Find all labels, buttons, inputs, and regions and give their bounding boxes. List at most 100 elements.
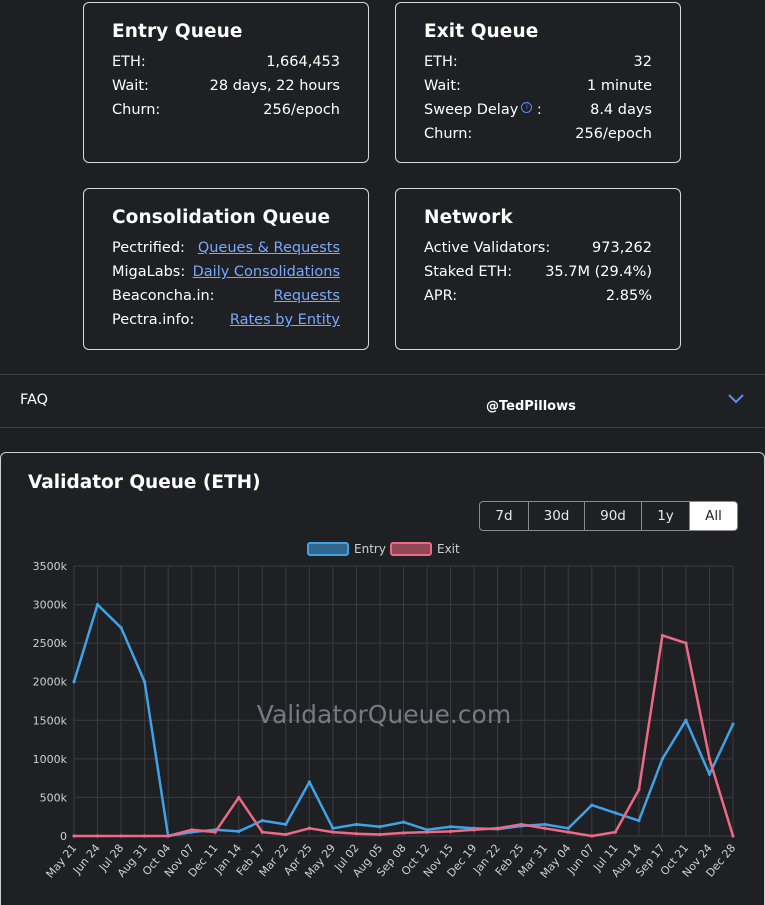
- data-point-entry: [425, 828, 429, 832]
- data-point-entry: [331, 826, 335, 830]
- staked-eth-row: Staked ETH: 35.7M (29.4%): [424, 260, 652, 284]
- active-validators-value: 973,262: [592, 240, 652, 256]
- exit-wait-row: Wait: 1 minute: [424, 74, 652, 98]
- staked-eth-value: 35.7M (29.4%): [545, 264, 652, 280]
- consolidation-queue-title: Consolidation Queue: [112, 207, 331, 228]
- data-point-entry: [95, 602, 100, 607]
- staked-eth-label: Staked ETH:: [424, 264, 513, 280]
- exit-queue-title: Exit Queue: [424, 21, 539, 42]
- data-point-exit: [143, 834, 147, 838]
- network-card: Network Active Validators: 973,262 Stake…: [395, 188, 681, 350]
- range-90d-button[interactable]: 90d: [585, 502, 642, 530]
- legend-swatch-entry: [307, 542, 349, 556]
- y-tick-label: 3000k: [33, 599, 68, 612]
- data-point-entry: [401, 820, 406, 824]
- range-1y-button[interactable]: 1y: [642, 502, 690, 530]
- data-point-exit: [72, 834, 76, 838]
- data-point-exit: [707, 757, 712, 761]
- data-point-exit: [543, 826, 547, 830]
- chart-watermark: ValidatorQueue.com: [257, 700, 511, 729]
- apr-row: APR: 2.85%: [424, 284, 652, 308]
- data-point-entry: [237, 829, 241, 833]
- data-point-entry: [260, 818, 264, 823]
- data-point-exit: [119, 834, 123, 838]
- data-point-exit: [401, 831, 406, 835]
- consolidation-source-label: MigaLabs:: [112, 264, 186, 280]
- data-point-entry: [448, 825, 453, 829]
- data-point-entry: [307, 780, 311, 784]
- data-point-exit: [472, 828, 476, 832]
- data-point-entry: [613, 811, 617, 815]
- info-icon[interactable]: i: [521, 102, 533, 113]
- data-point-entry: [378, 825, 382, 829]
- active-validators-row: Active Validators: 973,262: [424, 236, 652, 260]
- data-point-entry: [543, 822, 547, 827]
- faq-label: FAQ: [20, 392, 49, 408]
- consolidation-source-label: Pectrified:: [112, 240, 185, 256]
- rates-by-entity-link[interactable]: Rates by Entity: [229, 312, 340, 328]
- apr-label: APR:: [424, 288, 458, 304]
- entry-churn-row: Churn: 256/epoch: [112, 98, 340, 122]
- queues-requests-link[interactable]: Queues & Requests: [197, 240, 340, 256]
- data-point-exit: [237, 795, 241, 800]
- y-tick-label: 1500k: [33, 714, 68, 727]
- exit-sweep-label-group: Sweep Delay i :: [424, 98, 542, 122]
- data-point-exit: [590, 834, 594, 838]
- exit-eth-row: ETH: 32: [424, 50, 652, 74]
- data-point-exit: [260, 830, 264, 834]
- data-point-entry: [143, 680, 147, 684]
- data-point-entry: [684, 718, 688, 722]
- data-point-entry: [731, 722, 735, 726]
- range-7d-button[interactable]: 7d: [480, 502, 529, 530]
- exit-sweep-row: Sweep Delay i : 8.4 days: [424, 98, 652, 122]
- data-point-exit: [166, 834, 170, 838]
- exit-sweep-label: Sweep Delay: [424, 102, 519, 118]
- data-point-exit: [307, 826, 311, 830]
- data-point-entry: [119, 626, 123, 630]
- consolidation-row: Pectra.info: Rates by Entity: [112, 308, 340, 332]
- exit-sweep-value: 8.4 days: [590, 102, 652, 118]
- requests-link[interactable]: Requests: [273, 288, 340, 304]
- data-point-exit: [731, 834, 735, 838]
- data-point-exit: [613, 830, 617, 834]
- data-point-exit: [425, 830, 429, 834]
- consolidation-row: MigaLabs: Daily Consolidations: [112, 260, 340, 284]
- y-tick-label: 0: [60, 830, 67, 843]
- y-tick-label: 2000k: [33, 676, 68, 689]
- exit-sweep-colon: :: [536, 102, 542, 118]
- entry-eth-label: ETH:: [112, 54, 146, 70]
- entry-queue-card: Entry Queue ETH: 1,664,453 Wait: 28 days…: [83, 2, 369, 163]
- consolidation-source-label: Pectra.info:: [112, 312, 195, 328]
- exit-churn-value: 256/epoch: [575, 126, 652, 142]
- data-point-exit: [519, 822, 523, 827]
- legend-swatch-exit: [390, 542, 432, 556]
- data-point-entry: [707, 772, 712, 776]
- x-tick-label: May 21: [43, 842, 79, 881]
- exit-eth-label: ETH:: [424, 54, 458, 70]
- data-point-exit: [354, 832, 359, 836]
- daily-consolidations-link[interactable]: Daily Consolidations: [192, 264, 340, 280]
- exit-queue-card: Exit Queue ETH: 32 Wait: 1 minute Sweep …: [395, 2, 681, 163]
- data-point-entry: [590, 803, 594, 807]
- data-point-exit: [378, 832, 382, 837]
- faq-accordion[interactable]: FAQ @TedPillows: [0, 374, 765, 428]
- consolidation-row: Beaconcha.in: Requests: [112, 284, 340, 308]
- data-point-exit: [566, 830, 570, 834]
- range-30d-button[interactable]: 30d: [529, 502, 585, 530]
- consolidation-queue-card: Consolidation Queue Pectrified: Queues &…: [83, 188, 369, 350]
- chevron-down-icon[interactable]: [727, 392, 745, 404]
- entry-queue-title: Entry Queue: [112, 21, 243, 42]
- range-all-button[interactable]: All: [690, 502, 737, 530]
- data-point-entry: [566, 826, 570, 830]
- consolidation-source-label: Beaconcha.in:: [112, 288, 215, 304]
- active-validators-label: Active Validators:: [424, 240, 551, 256]
- y-tick-label: 500k: [40, 791, 68, 804]
- apr-value: 2.85%: [605, 288, 652, 304]
- entry-eth-value: 1,664,453: [266, 54, 340, 70]
- data-point-entry: [637, 818, 641, 823]
- exit-wait-value: 1 minute: [587, 78, 652, 94]
- data-point-exit: [448, 829, 453, 833]
- exit-eth-value: 32: [633, 54, 652, 70]
- data-point-exit: [684, 641, 688, 645]
- data-point-entry: [190, 830, 194, 834]
